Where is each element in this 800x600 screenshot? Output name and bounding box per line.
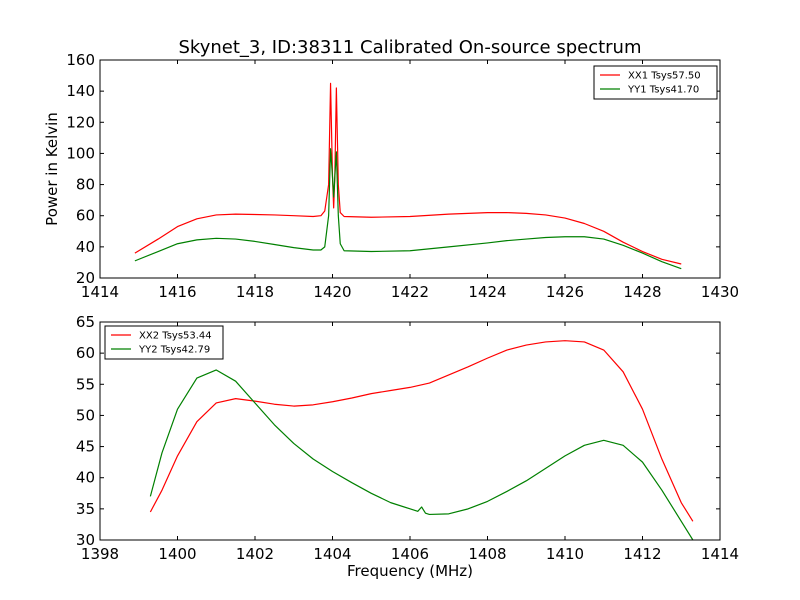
series-line-yy — [149, 369, 694, 540]
figure-title: Skynet_3, ID:38311 Calibrated On-source … — [179, 37, 642, 58]
y-tick-label: 55 — [76, 375, 95, 393]
x-tick-label: 1426 — [546, 283, 584, 301]
y-tick-label: 40 — [76, 238, 95, 256]
y-tick-label: 100 — [66, 144, 95, 162]
y-axis-label: Power in Kelvin — [43, 112, 61, 226]
x-tick-label: 1400 — [158, 545, 196, 563]
x-tick-label: 1428 — [623, 283, 661, 301]
y-tick-label: 60 — [76, 207, 95, 225]
y-tick-label: 40 — [76, 469, 95, 487]
plot-bottom: 1398 1400 1402 1404 1406 1408 1410 1412 1414 30 35… — [76, 313, 739, 563]
legend-label: XX2 Tsys53.44 — [139, 331, 212, 342]
x-tick-label: 1420 — [313, 283, 351, 301]
x-tick-label: 1412 — [623, 545, 661, 563]
x-tick-label: 1418 — [236, 283, 274, 301]
x-tick-label: 1404 — [313, 545, 351, 563]
x-tick-label: 1414 — [81, 283, 119, 301]
x-tick-label: 1398 — [81, 545, 119, 563]
legend-label: YY1 Tsys41.70 — [627, 85, 699, 96]
x-tick-label: 1414 — [701, 545, 739, 563]
legend-label: XX1 Tsys57.50 — [628, 71, 701, 82]
x-tick-label: 1402 — [236, 545, 274, 563]
y-tick-label: 120 — [66, 113, 95, 131]
plot-top: 1414 1416 1418 1420 1422 1424 1426 1428 1430 20 40… — [43, 51, 739, 301]
x-tick-label: 1406 — [391, 545, 429, 563]
x-tick-label: 1408 — [468, 545, 506, 563]
legend: XX1 Tsys57.50 YY1 Tsys41.70 — [593, 65, 718, 100]
x-tick-label: 1410 — [546, 545, 584, 563]
series-group — [149, 340, 694, 540]
y-tick-label: 45 — [76, 438, 95, 456]
y-tick-label: 20 — [76, 269, 95, 287]
series-group — [134, 82, 682, 270]
y-tick-label: 30 — [76, 531, 95, 549]
x-tick-label: 1422 — [391, 283, 429, 301]
x-axis-label: Frequency (MHz) — [347, 562, 473, 580]
series-line-xx — [149, 340, 694, 522]
x-tick-label: 1416 — [158, 283, 196, 301]
y-tick-label: 60 — [76, 344, 95, 362]
x-tick-label: 1424 — [468, 283, 506, 301]
legend: XX2 Tsys53.44 YY2 Tsys42.79 — [104, 325, 224, 360]
legend-box — [593, 65, 718, 100]
y-tick-label: 160 — [66, 51, 95, 69]
y-tick-label: 35 — [76, 500, 95, 518]
series-line-yy — [134, 148, 682, 270]
y-tick-label: 50 — [76, 406, 95, 424]
y-tick-label: 80 — [76, 176, 95, 194]
legend-box — [104, 325, 224, 360]
x-tick-label: 1430 — [701, 283, 739, 301]
legend-label: YY2 Tsys42.79 — [138, 345, 210, 356]
series-line-xx — [134, 82, 682, 265]
y-tick-label: 140 — [66, 82, 95, 100]
y-tick-label: 65 — [76, 313, 95, 331]
